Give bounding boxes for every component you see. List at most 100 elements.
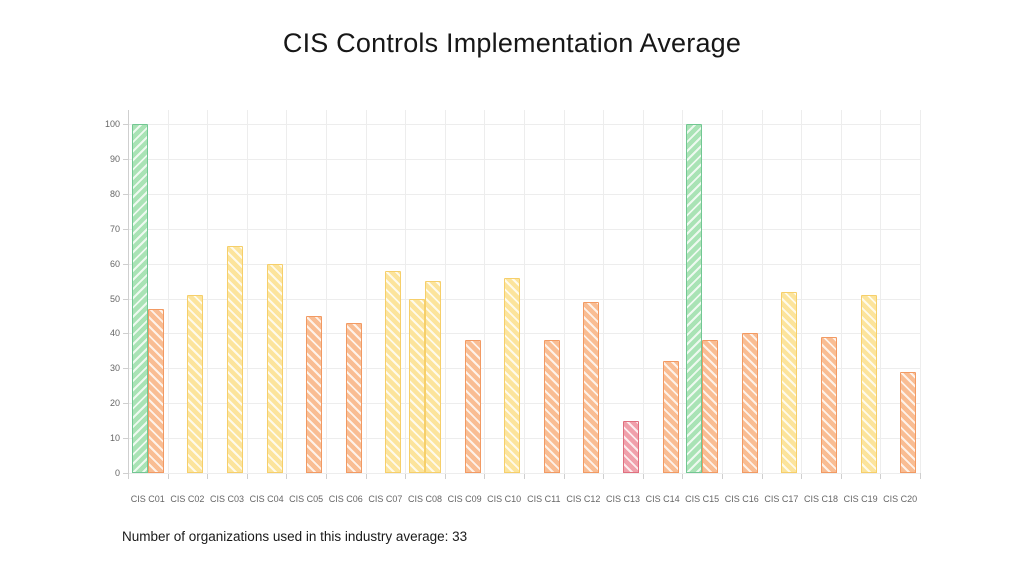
y-axis-tick [123,158,128,160]
x-axis-tick [722,473,723,479]
y-axis-tick [123,124,128,125]
x-axis-tick [801,473,803,479]
grid-line-horizontal [128,158,920,160]
y-axis-tick [123,193,128,195]
grid-line-horizontal [128,228,920,230]
bar-cis-c08 [425,281,441,473]
y-axis-line [128,110,129,479]
y-tick-label: 80 [109,188,120,199]
bar-cis-c17 [781,291,798,473]
x-axis-tick [484,473,486,479]
y-axis-tick [123,333,128,335]
bar-cis-c01 [147,308,164,473]
x-axis-tick [524,473,525,479]
bar-cis-c20 [900,371,917,473]
x-axis-tick [880,473,882,479]
bar-cis-c09 [464,340,481,473]
grid-line-vertical [920,110,921,473]
grid-line-vertical [801,110,803,473]
x-axis-tick [920,473,921,479]
bar-cis-c12 [583,301,600,473]
grid-line-horizontal [128,333,920,335]
x-tick-label: CIS C16 [724,494,759,504]
x-axis-tick [603,473,605,479]
grid-line-vertical [880,110,882,473]
bar-cis-c04 [266,263,283,473]
bar-cis-c11 [543,340,560,473]
y-axis-tick [123,403,128,405]
bar-cis-c14 [662,361,679,473]
grid-line-vertical [484,110,486,473]
bar-cis-c06 [345,322,362,473]
grid-line-horizontal [128,124,920,125]
grid-line-vertical [246,110,248,473]
bar-cis-c07 [385,270,402,473]
bar-cis-c03 [227,246,243,473]
x-axis-tick [167,473,169,479]
x-tick-label: CIS C14 [645,494,680,504]
grid-line-vertical [682,110,684,473]
grid-line-vertical [207,110,209,473]
x-axis-tick [444,473,446,479]
y-tick-label: 40 [109,328,120,339]
x-axis-tick [682,473,684,479]
y-tick-label: 30 [109,363,120,374]
grid-line-vertical [444,110,446,473]
x-axis-tick [642,473,644,479]
x-tick-label: CIS C20 [883,494,918,504]
y-tick-label: 60 [109,258,120,269]
y-tick-label: 100 [104,119,120,129]
footnote: Number of organizations used in this ind… [122,529,468,544]
bar-cis-c10 [504,277,521,473]
grid-line-vertical [365,110,367,473]
x-axis-tick [207,473,209,479]
x-tick-label: CIS C11 [527,494,561,504]
x-tick-label: CIS C07 [368,494,403,504]
y-axis-tick [123,438,128,440]
grid-line-horizontal [128,403,920,405]
grid-line-vertical [761,110,763,473]
bar-cis-c15 [702,340,719,473]
grid-line-vertical [642,110,644,473]
x-axis-tick [840,473,842,479]
y-axis-tick [123,473,128,474]
x-axis-tick [246,473,248,479]
x-tick-label: CIS C09 [447,494,482,504]
x-tick-label: CIS C03 [209,494,244,504]
x-axis-tick [405,473,407,479]
bar-cis-c16 [741,333,758,473]
bar-cis-c13 [623,420,639,473]
grid-line-vertical [722,110,723,473]
x-tick-label: CIS C06 [328,494,363,504]
x-tick-label: CIS C04 [249,494,284,504]
x-tick-label: CIS C18 [803,494,838,504]
y-tick-label: 70 [109,223,120,234]
grid-line-vertical [286,110,288,473]
grid-line-horizontal [128,263,920,265]
x-axis-tick [286,473,288,479]
y-tick-label: 0 [114,468,120,478]
bar-cis-c18 [821,336,837,473]
y-axis-tick [123,368,128,370]
grid-line-horizontal [128,368,920,370]
grid-line-vertical [603,110,605,473]
x-axis-tick [761,473,763,479]
x-axis-tick [563,473,565,479]
x-tick-label: CIS C10 [487,494,522,504]
bar-cis-c15 [686,124,703,473]
bar-cis-c19 [860,295,877,473]
grid-line-vertical [840,110,842,473]
bar-cis-c02 [187,295,204,473]
x-tick-label: CIS C19 [843,494,878,504]
grid-line-vertical [326,110,327,473]
x-tick-label: CIS C08 [407,494,442,504]
grid-line-horizontal [128,298,920,300]
x-tick-label: CIS C15 [685,494,720,504]
x-tick-label: CIS C01 [130,494,165,504]
bar-cis-c05 [306,315,323,473]
y-tick-label: 20 [109,398,120,409]
chart-title: CIS Controls Implementation Average [282,28,742,58]
bar-cis-c01 [131,124,148,473]
